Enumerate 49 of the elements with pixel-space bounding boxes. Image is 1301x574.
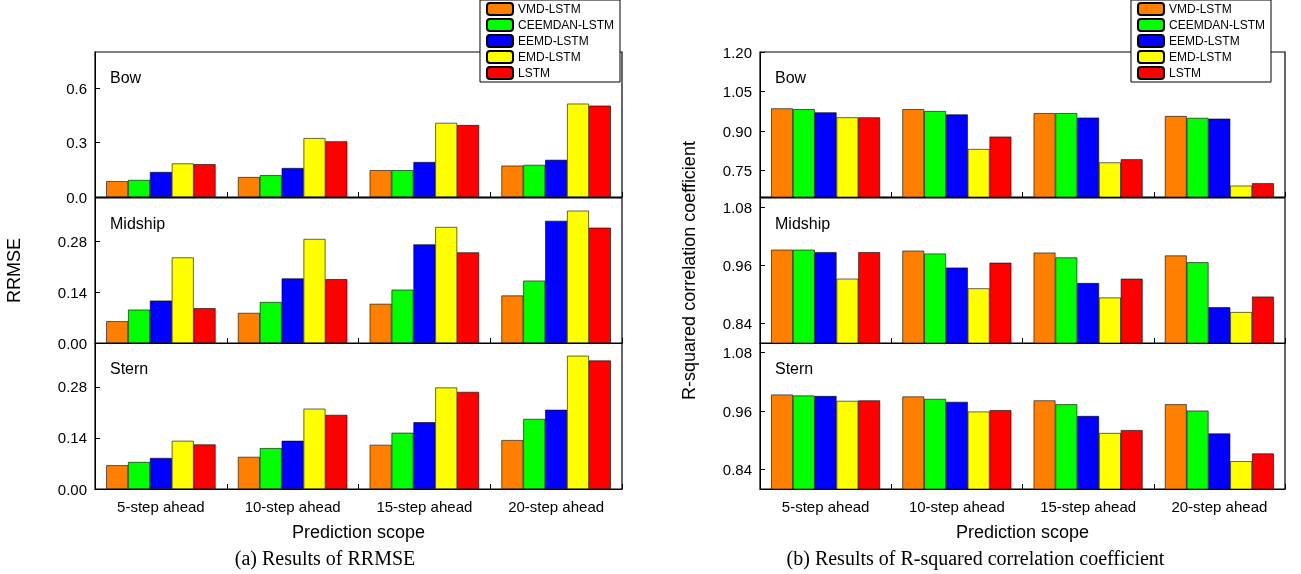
x-tick-label: 15-step ahead: [1040, 498, 1137, 515]
legend-label: LSTM: [1168, 66, 1202, 80]
y-tick-label: 1.05: [722, 83, 752, 101]
y-tick-label: 1.08: [722, 199, 752, 217]
text: Bow: [775, 68, 807, 86]
legend-label: VMD-LSTM: [517, 2, 581, 16]
x-axis-title: Prediction scope: [291, 522, 426, 542]
y-tick-label: 0.28: [57, 233, 87, 250]
x-tick-label: 5-step ahead: [781, 498, 870, 515]
y-tick-label: 0.90: [722, 122, 752, 140]
y-tick-label: 0.84: [722, 315, 752, 333]
y-tick-label: 0.84: [722, 461, 752, 479]
y-tick-label: 0.6: [66, 79, 87, 97]
y-tick-label: 1.08: [722, 344, 752, 362]
legend-label: VMD-LSTM: [1168, 2, 1232, 16]
y-tick-label: 0.14: [57, 283, 87, 301]
text: Stern: [775, 359, 814, 377]
y-axis-title: R-squared correlation coefficient: [679, 141, 699, 400]
y-tick-label: 0.00: [57, 480, 87, 498]
text: Midship: [110, 214, 166, 232]
y-tick-label: 0.00: [57, 334, 87, 352]
x-tick-label: 5-step ahead: [117, 498, 205, 515]
y-axis-title: RRMSE: [4, 237, 24, 304]
text: (b) Results of R-squared correlation coefficient: [786, 547, 1165, 570]
y-tick-label: 0.96: [722, 402, 752, 420]
legend-label: CEEMDAN-LSTM: [1168, 18, 1266, 32]
text: (a) Results of RRMSE: [234, 547, 416, 570]
y-tick-label: 0.3: [66, 134, 87, 152]
y-tick-label: 0.28: [57, 378, 87, 396]
text: Bow: [110, 68, 142, 86]
y-tick-label: 0.14: [57, 429, 87, 447]
legend-label: EMD-LSTM: [517, 50, 581, 64]
x-tick-label: 15-step ahead: [376, 498, 473, 515]
legend-label: EEMD-LSTM: [517, 34, 589, 48]
y-tick-label: 1.20: [722, 43, 752, 61]
y-tick-label: 0.75: [722, 162, 752, 180]
legend-label: CEEMDAN-LSTM: [517, 18, 615, 32]
text: Midship: [775, 214, 831, 232]
legend-label: EEMD-LSTM: [1168, 34, 1240, 48]
text: Stern: [110, 359, 149, 377]
x-tick-label: 20-step ahead: [508, 498, 605, 515]
x-tick-label: 20-step ahead: [1171, 498, 1268, 515]
legend-label: EMD-LSTM: [1168, 50, 1232, 64]
x-tick-label: 10-step ahead: [908, 498, 1005, 515]
y-tick-label: 0.0: [66, 188, 87, 206]
legend-label: LSTM: [517, 66, 551, 80]
x-tick-label: 10-step ahead: [244, 498, 341, 515]
x-axis-title: Prediction scope: [955, 522, 1090, 542]
y-tick-label: 0.96: [722, 257, 752, 275]
